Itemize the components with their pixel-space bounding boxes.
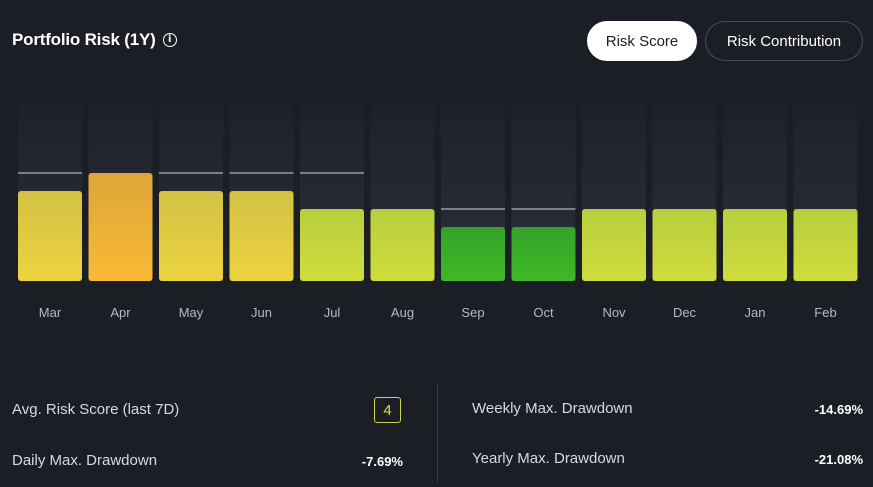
- bar-aug[interactable]: [370, 209, 435, 281]
- bar-oct[interactable]: [511, 227, 576, 281]
- daily-drawdown-label: Daily Max. Drawdown: [12, 452, 158, 469]
- bar-jun[interactable]: [229, 191, 294, 281]
- x-tick-label: Jan: [745, 305, 766, 320]
- bar-jan[interactable]: [723, 209, 787, 281]
- bar-dec[interactable]: [652, 209, 717, 281]
- x-tick-label: Nov: [602, 305, 626, 320]
- risk-bar-chart: Mar Apr May Jun Jul Aug Sep Oct Nov Dec Jan Feb: [18, 100, 858, 320]
- bar-feb[interactable]: [793, 209, 858, 281]
- bar-nov[interactable]: [582, 209, 646, 281]
- x-tick-label: Dec: [673, 305, 697, 320]
- info-icon[interactable]: i: [162, 33, 177, 47]
- x-tick-label: Jul: [324, 305, 341, 320]
- tab-risk-contribution[interactable]: Risk Contribution: [705, 21, 863, 61]
- bar-sep[interactable]: [441, 227, 505, 281]
- x-tick-label: Oct: [533, 305, 554, 320]
- stats-divider: [437, 384, 438, 482]
- x-tick-label: Jun: [251, 305, 272, 320]
- daily-drawdown-value: -7.69%: [361, 454, 403, 469]
- stats-panel: Avg. Risk Score (last 7D) 4 Daily Max. D…: [0, 380, 873, 487]
- bar-jul[interactable]: [300, 209, 364, 281]
- bar-may[interactable]: [159, 191, 223, 281]
- x-tick-label: May: [179, 305, 204, 320]
- avg-risk-score-label: Avg. Risk Score (last 7D): [12, 401, 180, 418]
- x-tick-label: Aug: [391, 305, 414, 320]
- x-tick-label: Mar: [39, 305, 62, 320]
- x-tick-label: Sep: [461, 305, 484, 320]
- avg-risk-score-badge: 4: [374, 397, 401, 423]
- tab-group: Risk Score Risk Contribution: [587, 21, 863, 61]
- title-text: Portfolio Risk (1Y): [12, 30, 156, 49]
- weekly-drawdown-label: Weekly Max. Drawdown: [472, 400, 633, 417]
- yearly-drawdown-value: -21.08%: [814, 452, 863, 467]
- weekly-drawdown-value: -14.69%: [814, 402, 863, 417]
- page-title: Portfolio Risk (1Y) i: [12, 30, 177, 50]
- x-tick-label: Feb: [814, 305, 836, 320]
- x-tick-label: Apr: [110, 305, 131, 320]
- bar-apr[interactable]: [88, 173, 153, 281]
- yearly-drawdown-label: Yearly Max. Drawdown: [472, 450, 625, 467]
- bar-mar[interactable]: [18, 191, 82, 281]
- tab-risk-score[interactable]: Risk Score: [587, 21, 697, 61]
